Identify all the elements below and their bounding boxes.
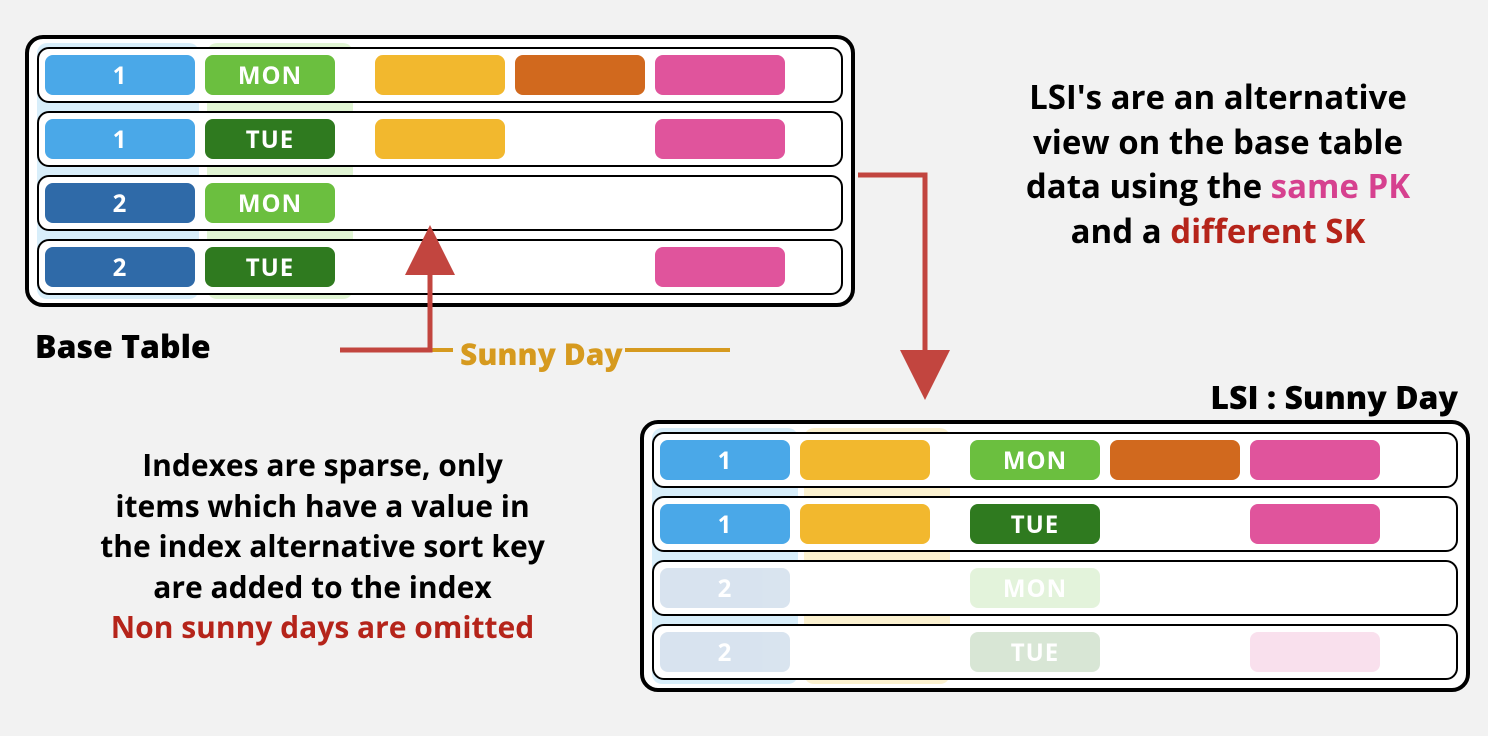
same-pk-text: same PK xyxy=(1271,163,1410,208)
day-cell: TUE xyxy=(205,119,335,159)
lsi-table-label: LSI : Sunny Day xyxy=(1210,376,1458,419)
sunny-cell xyxy=(800,440,930,480)
ann-right-line2: view on the base table xyxy=(978,120,1458,165)
annotation-right: LSI's are an alternative view on the bas… xyxy=(978,75,1458,253)
day-cell: MON xyxy=(205,183,335,223)
day-cell: TUE xyxy=(970,632,1100,672)
lsi-row: 1 MON xyxy=(652,432,1458,488)
pk-cell: 2 xyxy=(660,568,790,608)
pk-cell: 1 xyxy=(45,119,195,159)
attr-cell xyxy=(655,119,785,159)
attr-cell xyxy=(655,247,785,287)
attr-cell xyxy=(1250,632,1380,672)
ann-left-line1: Indexes are sparse, only xyxy=(55,445,590,486)
base-row: 2MON xyxy=(37,175,843,231)
pk-cell: 1 xyxy=(660,440,790,480)
base-row: 2TUE xyxy=(37,239,843,295)
day-cell: MON xyxy=(205,55,335,95)
attr-cell xyxy=(1110,440,1240,480)
pk-cell: 2 xyxy=(45,183,195,223)
ann-left-line4: are added to the index xyxy=(55,567,590,608)
day-cell: TUE xyxy=(205,247,335,287)
lsi-row: 1 TUE xyxy=(652,496,1458,552)
ann-right-line3: data using the same PK xyxy=(978,164,1458,209)
attr-cell xyxy=(515,55,645,95)
pk-cell: 1 xyxy=(660,504,790,544)
day-cell: MON xyxy=(970,440,1100,480)
sunny-day-label: Sunny Day xyxy=(460,333,623,374)
annotation-left: Indexes are sparse, only items which hav… xyxy=(55,445,590,648)
sunny-cell xyxy=(800,504,930,544)
base-row: 1TUE xyxy=(37,111,843,167)
lsi-row: 2 TUE xyxy=(652,624,1458,680)
pk-cell: 2 xyxy=(660,632,790,672)
different-sk-text: different SK xyxy=(1170,208,1365,253)
ann-left-line2: items which have a value in xyxy=(55,486,590,527)
lsi-row: 2 MON xyxy=(652,560,1458,616)
pk-cell: 1 xyxy=(45,55,195,95)
ann-right-line1: LSI's are an alternative xyxy=(978,75,1458,120)
attr-cell xyxy=(375,55,505,95)
attr-cell xyxy=(655,55,785,95)
attr-cell xyxy=(1250,440,1380,480)
pk-cell: 2 xyxy=(45,247,195,287)
day-cell: TUE xyxy=(970,504,1100,544)
base-table: 1MON1TUE2MON2TUE xyxy=(25,35,855,307)
ann-left-line5: Non sunny days are omitted xyxy=(55,607,590,648)
ann-left-line3: the index alternative sort key xyxy=(55,526,590,567)
base-table-label: Base Table xyxy=(35,325,211,368)
lsi-table: 1 MON 1 TUE 2 MON 2 TUE xyxy=(640,420,1470,692)
attr-cell xyxy=(375,119,505,159)
attr-cell xyxy=(1250,504,1380,544)
day-cell: MON xyxy=(970,568,1100,608)
ann-right-line4: and a different SK xyxy=(978,209,1458,254)
base-row: 1MON xyxy=(37,47,843,103)
